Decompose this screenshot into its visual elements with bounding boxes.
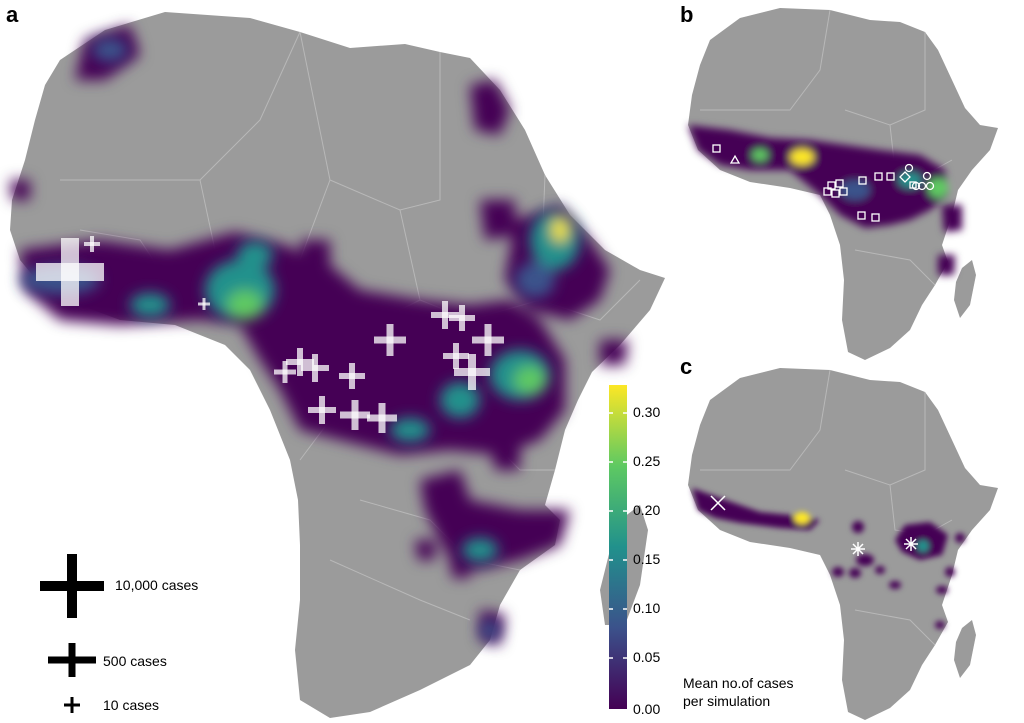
circle-marker bbox=[925, 181, 935, 191]
case-size-legend bbox=[40, 554, 104, 713]
colorbar-tick-label: 0.25 bbox=[633, 453, 661, 469]
square-marker bbox=[909, 181, 917, 189]
square-marker bbox=[857, 211, 866, 220]
case-density-highlights bbox=[20, 38, 580, 640]
case-cross-marker bbox=[431, 301, 459, 329]
case-markers-panel-b bbox=[712, 144, 935, 222]
case-cross-marker bbox=[286, 348, 314, 376]
square-marker bbox=[823, 187, 832, 196]
legend-label-10000: 10,000 cases bbox=[115, 577, 199, 593]
colorbar-tick-label: 0.10 bbox=[633, 600, 661, 616]
case-cross-marker bbox=[198, 298, 210, 310]
madagascar bbox=[954, 620, 976, 678]
cross-500-cases bbox=[48, 643, 96, 677]
case-markers-panel-a bbox=[36, 236, 504, 433]
circle-marker bbox=[922, 171, 932, 181]
case-cross-marker bbox=[301, 354, 329, 382]
case-cross-marker bbox=[374, 324, 406, 356]
circle-marker bbox=[904, 163, 914, 173]
case-density-heatmap bbox=[692, 488, 965, 629]
case-cross-marker bbox=[367, 403, 397, 433]
case-cross-marker bbox=[274, 361, 296, 383]
panel-label-a: a bbox=[6, 2, 19, 27]
square-marker bbox=[839, 187, 848, 196]
colorbar-tick-label: 0.30 bbox=[633, 404, 661, 420]
asterisk-marker bbox=[904, 537, 918, 551]
colorbar-title: Mean no.of cases per simulation bbox=[683, 674, 794, 710]
colorbar-gradient bbox=[609, 385, 627, 709]
triangle-marker bbox=[729, 154, 741, 164]
square-marker bbox=[712, 144, 721, 153]
case-cross-marker bbox=[449, 305, 475, 331]
map-panel-b bbox=[688, 8, 998, 360]
diamond-marker bbox=[899, 171, 911, 183]
colorbar-title-line1: Mean no.of cases bbox=[683, 675, 794, 691]
colorbar-tick-label: 0.20 bbox=[633, 502, 661, 518]
case-cross-marker bbox=[443, 343, 469, 369]
cross-10-cases bbox=[64, 697, 80, 713]
colorbar-tick-label: 0.00 bbox=[633, 701, 661, 717]
legend-label-500: 500 cases bbox=[103, 653, 167, 669]
square-marker bbox=[835, 179, 844, 188]
africa-landmass bbox=[688, 368, 998, 720]
case-cross-marker bbox=[472, 324, 504, 356]
case-cross-marker bbox=[84, 236, 100, 252]
colorbar bbox=[609, 385, 627, 709]
case-cross-marker bbox=[454, 354, 490, 390]
asterisk-marker bbox=[851, 542, 865, 556]
panel-label-b: b bbox=[680, 2, 694, 27]
colorbar-title-line2: per simulation bbox=[683, 693, 771, 709]
panel-label-c: c bbox=[680, 354, 693, 379]
case-cross-marker bbox=[339, 363, 365, 389]
case-cross-marker bbox=[308, 396, 336, 424]
circle-marker bbox=[917, 181, 927, 191]
x-mark-marker bbox=[710, 495, 726, 511]
colorbar-tick-label: 0.15 bbox=[633, 551, 661, 567]
colorbar-tick-label: 0.05 bbox=[633, 649, 661, 665]
colorbar-ticks bbox=[609, 412, 627, 659]
cross-10000-cases bbox=[40, 554, 104, 618]
case-cross-marker bbox=[340, 400, 370, 430]
square-marker bbox=[886, 172, 895, 181]
square-marker bbox=[858, 176, 867, 185]
square-marker bbox=[874, 172, 883, 181]
square-marker bbox=[831, 189, 840, 198]
case-markers-panel-c bbox=[710, 495, 918, 556]
map-panel-c bbox=[688, 368, 998, 720]
square-marker bbox=[871, 213, 880, 222]
madagascar bbox=[954, 260, 976, 318]
map-panel-a bbox=[10, 12, 665, 718]
case-cross-marker bbox=[36, 238, 104, 306]
legend-label-10: 10 cases bbox=[103, 697, 160, 713]
